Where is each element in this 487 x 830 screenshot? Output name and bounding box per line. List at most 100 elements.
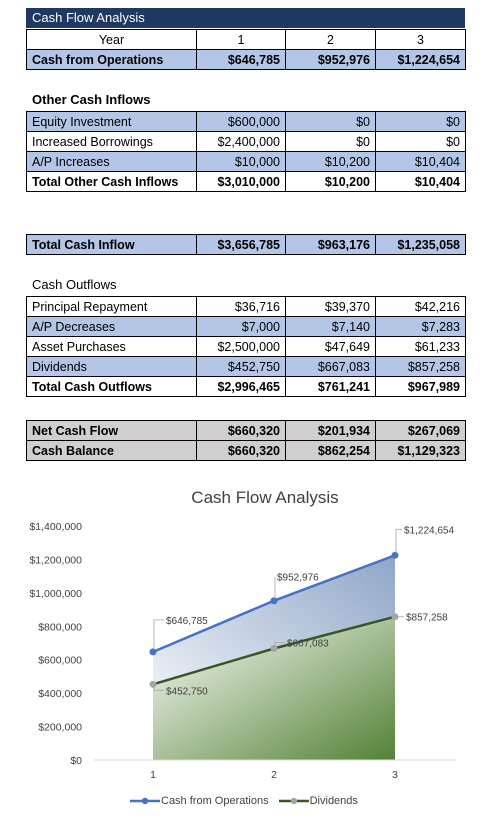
row-label: A/P Increases [26, 151, 197, 172]
cell-value: $0 [375, 131, 466, 152]
table-row: Equity Investment $600,000 $0 $0 [26, 111, 466, 132]
legend-item-operations: Cash from Operations [130, 795, 269, 807]
y-tick-label: $200,000 [38, 722, 82, 734]
table-row: Dividends $452,750 $667,083 $857,258 [26, 356, 466, 377]
table-row: A/P Decreases $7,000 $7,140 $7,283 [26, 316, 466, 337]
table-row: Increased Borrowings $2,400,000 $0 $0 [26, 131, 466, 152]
row-label: Cash Balance [26, 440, 197, 461]
cell-value: $10,200 [285, 151, 376, 172]
y-tick-label: $400,000 [38, 688, 82, 700]
cell-value: $39,370 [285, 296, 376, 317]
cell-value: $47,649 [285, 336, 376, 357]
dividends-point [391, 613, 399, 621]
table-row: A/P Increases $10,000 $10,200 $10,404 [26, 151, 466, 172]
cell-value: $761,241 [285, 376, 376, 397]
row-label: Total Other Cash Inflows [26, 171, 197, 192]
row-label: Principal Repayment [26, 296, 197, 317]
dividends-area [153, 616, 395, 760]
y-tick-label: $1,000,000 [29, 588, 82, 600]
cell-value: $36,716 [196, 296, 286, 317]
cell-value: $201,934 [285, 420, 376, 441]
cell-value: $667,083 [285, 356, 376, 377]
operations-data-label: $646,785 [166, 616, 208, 627]
x-tick-label: 2 [271, 769, 277, 781]
operations-table: Year 1 2 3 Cash from Operations $646,785… [26, 29, 466, 70]
operations-data-label: $1,224,654 [404, 525, 454, 536]
cell-value: $1,235,058 [375, 234, 466, 255]
cell-value: $10,000 [196, 151, 286, 172]
cell-value: $0 [375, 111, 466, 132]
row-label: Dividends [26, 356, 197, 377]
cell-value: $10,200 [285, 171, 376, 192]
outflows-table: Principal Repayment $36,716 $39,370 $42,… [26, 296, 466, 397]
cell-value: $7,283 [375, 316, 466, 337]
operations-point [270, 597, 278, 605]
dividends-data-label: $452,750 [166, 686, 208, 697]
row-label: Increased Borrowings [26, 131, 197, 152]
row-label: Asset Purchases [26, 336, 197, 357]
table-row: Principal Repayment $36,716 $39,370 $42,… [26, 296, 466, 317]
cell-value: $3,656,785 [196, 234, 286, 255]
legend-item-dividends: Dividends [278, 795, 358, 807]
cell-value: $3,010,000 [196, 171, 286, 192]
cell-value: $7,000 [196, 316, 286, 337]
row-label: Equity Investment [26, 111, 197, 132]
y-tick-label: $600,000 [38, 655, 82, 667]
cell-value: $967,989 [375, 376, 466, 397]
cell-value: $963,176 [285, 234, 376, 255]
data-label-leader [153, 682, 164, 691]
row-label: Total Cash Outflows [26, 376, 197, 397]
cell-value: $42,216 [375, 296, 466, 317]
row-label: Total Cash Inflow [26, 234, 197, 255]
cell-value: $660,320 [196, 440, 286, 461]
other-inflows-table: Equity Investment $600,000 $0 $0 Increas… [26, 111, 466, 192]
cell-value: $1,224,654 [375, 49, 466, 70]
cell-value: $660,320 [196, 420, 286, 441]
cell-value: $452,750 [196, 356, 286, 377]
operations-data-label: $952,976 [277, 573, 319, 584]
other-inflows-title: Other Cash Inflows [32, 92, 151, 107]
cell-value: $0 [285, 131, 376, 152]
year-3-header: 3 [375, 29, 466, 50]
table-row: Asset Purchases $2,500,000 $47,649 $61,2… [26, 336, 466, 357]
net-cash-table: Net Cash Flow $660,320 $201,934 $267,069… [26, 420, 466, 461]
cell-value: $646,785 [196, 49, 286, 70]
year-2-header: 2 [285, 29, 376, 50]
cell-value: $862,254 [285, 440, 376, 461]
dividends-point [270, 645, 278, 653]
dividends-data-label: $857,258 [406, 613, 448, 624]
data-label-leader [153, 619, 164, 650]
year-1-header: 1 [196, 29, 286, 50]
total-inflow-row: Total Cash Inflow $3,656,785 $963,176 $1… [26, 234, 466, 255]
row-label: Net Cash Flow [26, 420, 197, 441]
y-tick-label: $1,200,000 [29, 554, 82, 566]
cell-value: $10,404 [375, 151, 466, 172]
x-tick-label: 1 [150, 769, 156, 781]
x-tick-label: 3 [392, 769, 398, 781]
cell-value: $0 [285, 111, 376, 132]
cash-flow-chart: $0 $200,000 $400,000 $600,000 $800,000 $1,000… [29, 521, 456, 781]
year-header-row: Year 1 2 3 [26, 29, 466, 50]
total-row: Total Other Cash Inflows $3,010,000 $10,… [26, 171, 466, 192]
cell-value: $600,000 [196, 111, 286, 132]
y-tick-label: $0 [70, 755, 82, 767]
cell-value: $2,400,000 [196, 131, 286, 152]
legend-label-dividends: Dividends [309, 795, 358, 807]
cell-value: $2,996,465 [196, 376, 286, 397]
chart-legend: Cash from Operations Dividends [130, 795, 358, 807]
legend-label-operations: Cash from Operations [161, 795, 269, 807]
data-label-leader [395, 614, 404, 618]
cell-value: $1,129,323 [375, 440, 466, 461]
legend-marker-operations [130, 797, 160, 805]
year-header-label: Year [26, 29, 197, 50]
y-tick-label: $1,400,000 [29, 521, 82, 533]
row-label: A/P Decreases [26, 316, 197, 337]
y-tick-label: $800,000 [38, 621, 82, 633]
operations-point [391, 551, 399, 559]
cash-balance-row: Cash Balance $660,320 $862,254 $1,129,32… [26, 440, 466, 461]
data-label-leader [395, 528, 402, 554]
net-cash-flow-row: Net Cash Flow $660,320 $201,934 $267,069 [26, 420, 466, 441]
sheet-title: Cash Flow Analysis [26, 8, 465, 28]
cell-value: $952,976 [285, 49, 376, 70]
dividends-data-label: $667,083 [287, 639, 329, 650]
